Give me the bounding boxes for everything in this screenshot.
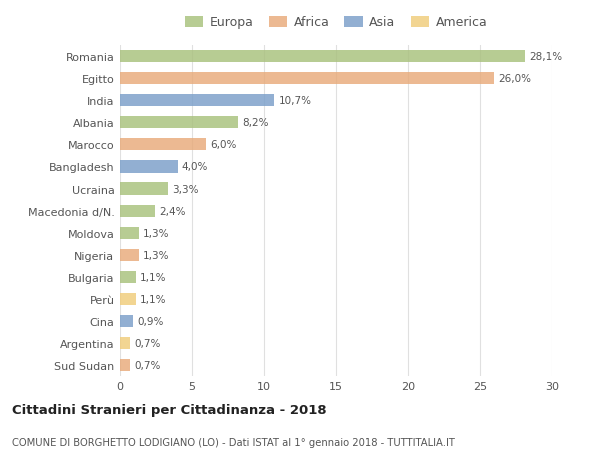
Bar <box>120 183 167 195</box>
Legend: Europa, Africa, Asia, America: Europa, Africa, Asia, America <box>181 12 491 33</box>
Bar <box>120 337 130 349</box>
Text: 6,0%: 6,0% <box>211 140 237 150</box>
Text: 8,2%: 8,2% <box>242 118 269 128</box>
Bar <box>120 293 136 305</box>
Text: Cittadini Stranieri per Cittadinanza - 2018: Cittadini Stranieri per Cittadinanza - 2… <box>12 403 326 416</box>
Text: 0,7%: 0,7% <box>134 338 161 348</box>
Bar <box>120 249 139 261</box>
Text: 10,7%: 10,7% <box>278 96 311 106</box>
Text: 28,1%: 28,1% <box>529 52 562 62</box>
Text: 1,3%: 1,3% <box>143 250 170 260</box>
Bar <box>120 51 524 63</box>
Text: COMUNE DI BORGHETTO LODIGIANO (LO) - Dati ISTAT al 1° gennaio 2018 - TUTTITALIA.: COMUNE DI BORGHETTO LODIGIANO (LO) - Dat… <box>12 437 455 447</box>
Text: 1,3%: 1,3% <box>143 228 170 238</box>
Bar <box>120 359 130 371</box>
Bar <box>120 73 494 85</box>
Text: 26,0%: 26,0% <box>499 74 532 84</box>
Text: 4,0%: 4,0% <box>182 162 208 172</box>
Text: 0,7%: 0,7% <box>134 360 161 370</box>
Bar <box>120 271 136 283</box>
Bar <box>120 139 206 151</box>
Bar <box>120 227 139 239</box>
Text: 1,1%: 1,1% <box>140 272 167 282</box>
Bar <box>120 161 178 173</box>
Text: 3,3%: 3,3% <box>172 184 199 194</box>
Text: 2,4%: 2,4% <box>159 206 185 216</box>
Bar <box>120 315 133 327</box>
Bar <box>120 205 155 217</box>
Text: 0,9%: 0,9% <box>137 316 164 326</box>
Bar <box>120 95 274 107</box>
Bar <box>120 117 238 129</box>
Text: 1,1%: 1,1% <box>140 294 167 304</box>
